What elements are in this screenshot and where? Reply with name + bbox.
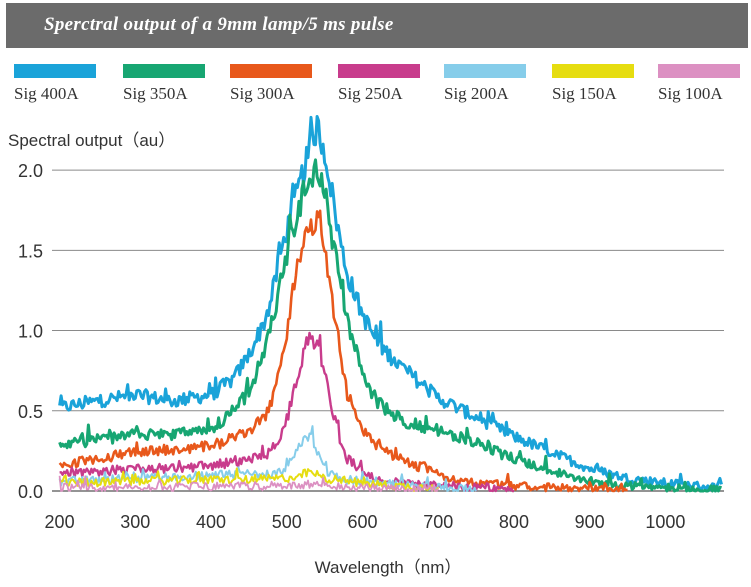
legend-swatch xyxy=(230,64,312,78)
x-tick-label: 800 xyxy=(499,512,529,532)
y-axis-label: Spectral output（au） xyxy=(8,131,175,150)
legend-label: Sig 350A xyxy=(123,84,188,103)
chart-title-bar: Sperctral output of a 9mm lamp/5 ms puls… xyxy=(6,3,748,48)
legend-label: Sig 200A xyxy=(444,84,509,103)
legend-swatch xyxy=(14,64,96,78)
y-tick-label: 1.0 xyxy=(18,322,43,342)
x-tick-label: 700 xyxy=(423,512,453,532)
series-line xyxy=(58,467,440,492)
legend-swatch xyxy=(658,64,740,78)
series-line xyxy=(59,331,514,493)
x-tick-label: 300 xyxy=(120,512,150,532)
legend-swatch xyxy=(123,64,205,78)
legend-label: Sig 100A xyxy=(658,84,723,103)
x-tick-label: 1000 xyxy=(645,512,685,532)
x-tick-label: 600 xyxy=(347,512,377,532)
legend-label: Sig 150A xyxy=(552,84,617,103)
x-tick-label: 500 xyxy=(272,512,302,532)
y-tick-label: 2.0 xyxy=(18,161,43,181)
legend-label: Sig 300A xyxy=(230,84,295,103)
series-line xyxy=(58,158,723,493)
chart-title: Sperctral output of a 9mm lamp/5 ms puls… xyxy=(44,14,394,35)
legend: Sig 400A Sig 350A Sig 300A Sig 250A Sig 200A… xyxy=(0,62,751,106)
y-tick-label: 1.5 xyxy=(18,241,43,261)
x-tick-label: 400 xyxy=(196,512,226,532)
legend-label: Sig 400A xyxy=(14,84,79,103)
series-line xyxy=(58,425,478,492)
legend-swatch xyxy=(338,64,420,78)
series-line xyxy=(58,475,439,492)
x-axis-label: Wavelength（nm） xyxy=(315,558,462,577)
y-tick-label: 0.5 xyxy=(18,402,43,422)
x-tick-label: 200 xyxy=(45,512,75,532)
legend-label: Sig 250A xyxy=(338,84,403,103)
legend-swatch xyxy=(552,64,634,78)
series-line xyxy=(58,209,628,493)
legend-swatch xyxy=(444,64,526,78)
x-tick-label: 900 xyxy=(575,512,605,532)
y-tick-label: 0.0 xyxy=(18,482,43,502)
series-line xyxy=(58,115,723,493)
